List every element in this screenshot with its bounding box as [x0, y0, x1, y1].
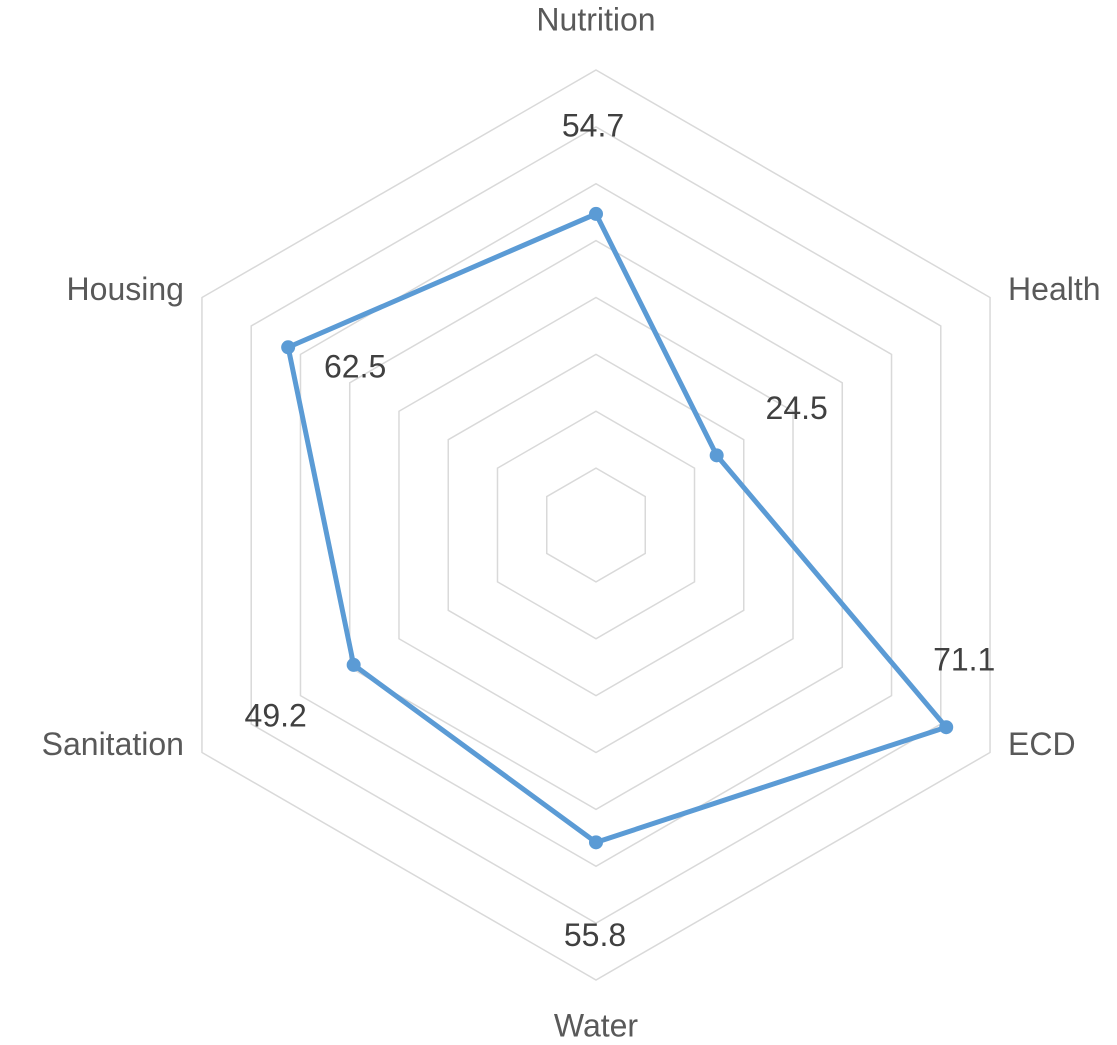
category-label: ECD: [1008, 726, 1076, 762]
grid-ring: [299, 182, 893, 868]
data-label: 49.2: [245, 697, 307, 733]
data-label: 54.7: [562, 107, 624, 143]
data-point: [346, 657, 361, 672]
grid-ring: [447, 353, 745, 697]
data-label: 62.5: [324, 349, 386, 385]
data-point: [939, 720, 954, 735]
data-point: [589, 206, 603, 221]
data-point: [589, 835, 603, 850]
category-label: Sanitation: [42, 726, 184, 762]
grid-ring: [496, 410, 696, 640]
category-label: Health: [1008, 271, 1100, 307]
grid-ring: [545, 467, 647, 583]
grid-ring: [348, 239, 844, 811]
grid-ring: [201, 69, 991, 981]
category-label: Nutrition: [536, 1, 655, 37]
data-label: 71.1: [933, 642, 995, 678]
grid-ring: [250, 126, 942, 924]
category-label: Water: [554, 1007, 639, 1043]
category-label: Housing: [67, 271, 184, 307]
data-label: 55.8: [564, 917, 626, 953]
data-label: 24.5: [766, 390, 828, 426]
grid-ring: [398, 296, 794, 754]
data-point: [709, 448, 724, 463]
data-point: [281, 340, 296, 355]
series-line: [285, 211, 949, 845]
